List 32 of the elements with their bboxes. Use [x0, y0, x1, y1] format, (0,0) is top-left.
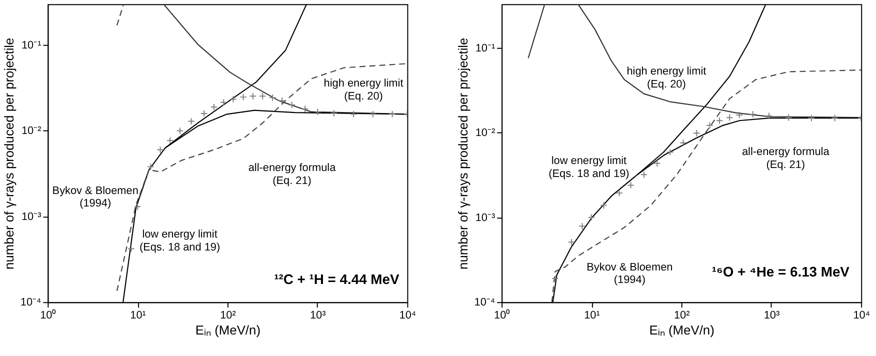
- x-tick-label: 10⁴: [399, 309, 416, 322]
- y-tick-label: 10⁻³: [475, 212, 496, 224]
- y-tick-label: 10⁻²: [475, 127, 496, 140]
- x-tick-label: 10¹: [584, 309, 600, 322]
- x-tick-label: 10⁴: [853, 309, 870, 322]
- annotation: ¹⁶O + ⁴He = 6.13 MeV: [712, 263, 850, 280]
- y-tick-label: 10⁻⁴: [474, 296, 496, 309]
- annotation: all-energy formula (Eq. 21): [248, 162, 337, 187]
- x-tick-label: 10³: [764, 309, 780, 322]
- y-tick-label: 10⁻³: [21, 210, 42, 223]
- y-tick-label: 10⁻¹: [21, 40, 42, 52]
- annotation: all-energy formula (Eq. 21): [742, 146, 830, 172]
- x-tick-label: 10³: [310, 309, 326, 322]
- y-tick-label: 10⁻¹: [475, 42, 496, 55]
- annotation: Bykov & Bloemen (1994): [586, 261, 673, 286]
- annotation: ¹²C + ¹H = 4.44 MeV: [274, 271, 400, 288]
- x-axis-title: Eᵢₙ (MeV/n): [649, 322, 714, 338]
- annotation: high energy limit (Eq. 20): [626, 66, 706, 91]
- y-tick-label: 10⁻⁴: [20, 296, 42, 309]
- annotation: Bykov & Bloemen (1994): [52, 184, 138, 210]
- x-tick-label: 10¹: [130, 309, 146, 322]
- x-tick-label: 10²: [674, 309, 690, 322]
- annotation: high energy limit (Eq. 20): [324, 78, 404, 102]
- x-tick-label: 10⁰: [494, 308, 510, 322]
- y-axis-title: number of γ-rays produced per projectile: [455, 38, 470, 270]
- y-tick-label: 10⁻²: [21, 125, 42, 138]
- x-axis-title: Eᵢₙ (MeV/n): [195, 322, 260, 338]
- x-tick-label: 10²: [220, 309, 236, 322]
- x-tick-label: 10⁰: [40, 308, 56, 322]
- y-axis-title: number of γ-rays produced per projectile: [1, 38, 16, 270]
- annotation: low energy limit (Eqs. 18 and 19): [139, 228, 220, 254]
- annotation: low energy limit (Eqs. 18 and 19): [548, 155, 630, 180]
